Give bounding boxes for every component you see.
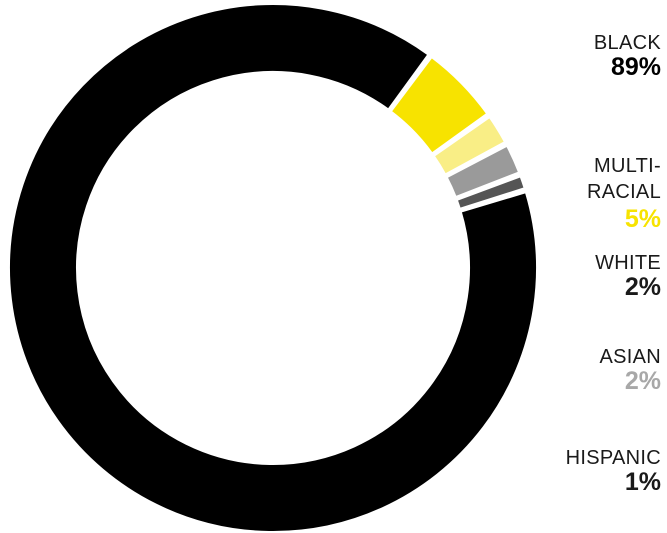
legend-label-asian: ASIAN: [599, 346, 661, 368]
donut-slice-hispanic: [455, 175, 526, 211]
legend-value-multiracial: 5%: [624, 205, 661, 233]
legend-label-multiracial-line1: MULTI-: [594, 155, 661, 177]
legend-item-asian: ASIAN 2%: [599, 347, 661, 394]
legend-value-hispanic: 1%: [624, 468, 661, 496]
donut-slice-multi-racial: [389, 55, 489, 155]
legend-label-hispanic: HISPANIC: [565, 447, 661, 469]
legend-label-white: WHITE: [595, 252, 661, 274]
legend-value-white: 2%: [624, 273, 661, 301]
donut-slice-black: [8, 3, 538, 533]
legend-item-white: WHITE 2%: [595, 253, 661, 300]
legend-value-black: 89%: [610, 53, 661, 81]
legend-value-asian: 2%: [624, 367, 661, 395]
legend-label-multiracial-line2: RACIAL: [586, 181, 661, 203]
donut-slice-white: [432, 115, 507, 176]
legend-item-black: BLACK 89%: [594, 33, 661, 80]
legend-item-hispanic: HISPANIC 1%: [566, 448, 661, 495]
legend-item-multiracial: MULTI- RACIAL 5%: [587, 153, 661, 232]
donut-slice-asian: [445, 144, 521, 199]
legend-label-black: BLACK: [593, 32, 661, 54]
donut-chart: [8, 3, 538, 533]
